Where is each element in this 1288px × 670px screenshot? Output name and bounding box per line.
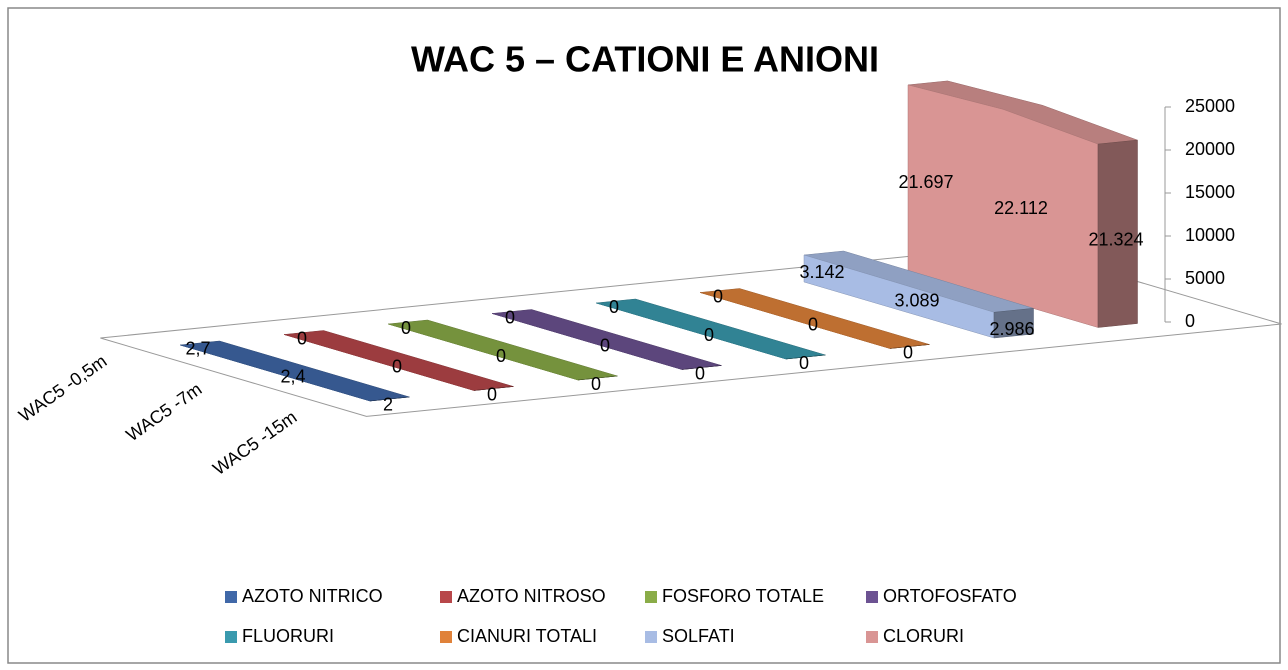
y-tick-label: 10000: [1185, 225, 1235, 245]
y-tick-label: 5000: [1185, 268, 1225, 288]
ribbon-end: [473, 386, 514, 391]
ribbon: [803, 250, 1034, 339]
ribbon-end: [577, 375, 618, 381]
legend-swatch: [440, 591, 452, 603]
legend-label: AZOTO NITROSO: [457, 586, 606, 606]
ribbon: [179, 340, 410, 402]
legend-label: ORTOFOSFATO: [883, 586, 1017, 606]
y-tick-label: 15000: [1185, 182, 1235, 202]
data-label: 0: [297, 328, 307, 348]
data-label: 3.089: [894, 290, 939, 310]
data-label: 0: [808, 314, 818, 334]
legend-label: CLORURI: [883, 626, 964, 646]
data-label: 0: [600, 335, 610, 355]
data-label: 2,4: [280, 367, 305, 387]
legend-label: CIANURI TOTALI: [457, 626, 597, 646]
legend-swatch: [225, 591, 237, 603]
ribbon: [491, 309, 722, 370]
ribbon: [387, 319, 618, 381]
data-label: 0: [401, 318, 411, 338]
data-label: 22.112: [994, 198, 1048, 218]
legend-swatch: [225, 631, 237, 643]
data-label: 0: [496, 346, 506, 366]
chart-title: WAC 5 – CATIONI E ANIONI: [411, 39, 879, 80]
data-label: 21.324: [1088, 230, 1143, 250]
ribbon-end: [369, 396, 410, 402]
data-label: 21.697: [898, 172, 953, 192]
ribbon-end: [1097, 139, 1138, 328]
data-label: 2: [383, 395, 393, 415]
legend-label: FOSFORO TOTALE: [662, 586, 824, 606]
data-label: 0: [591, 374, 601, 394]
legend-swatch: [440, 631, 452, 643]
data-label: 0: [487, 384, 497, 404]
data-label: 0: [505, 307, 515, 327]
ribbon: [699, 288, 930, 349]
legend-swatch: [645, 591, 657, 603]
data-label: 0: [713, 286, 723, 306]
data-label: 0: [704, 325, 714, 345]
legend-label: SOLFATI: [662, 626, 735, 646]
legend-swatch: [645, 631, 657, 643]
ribbon-end: [889, 344, 930, 349]
data-label: 2.986: [989, 319, 1034, 339]
y-tick-label: 20000: [1185, 139, 1235, 159]
data-label: 0: [609, 297, 619, 317]
ribbon-end: [993, 308, 1034, 339]
legend-label: AZOTO NITRICO: [242, 586, 383, 606]
ribbon: [283, 330, 514, 391]
data-label: 0: [799, 353, 809, 373]
data-label: 3.142: [799, 262, 844, 282]
ribbon-end: [681, 365, 722, 370]
legend-swatch: [866, 631, 878, 643]
data-label: 0: [903, 342, 913, 362]
ribbon: [907, 80, 1138, 328]
y-tick-label: 25000: [1185, 96, 1235, 116]
ribbon-end: [785, 354, 826, 360]
legend-label: FLUORURI: [242, 626, 334, 646]
data-label: 2,7: [185, 339, 210, 359]
data-label: 0: [392, 356, 402, 376]
data-label: 0: [695, 363, 705, 383]
ribbon: [595, 298, 826, 360]
y-tick-label: 0: [1185, 311, 1195, 331]
legend-swatch: [866, 591, 878, 603]
